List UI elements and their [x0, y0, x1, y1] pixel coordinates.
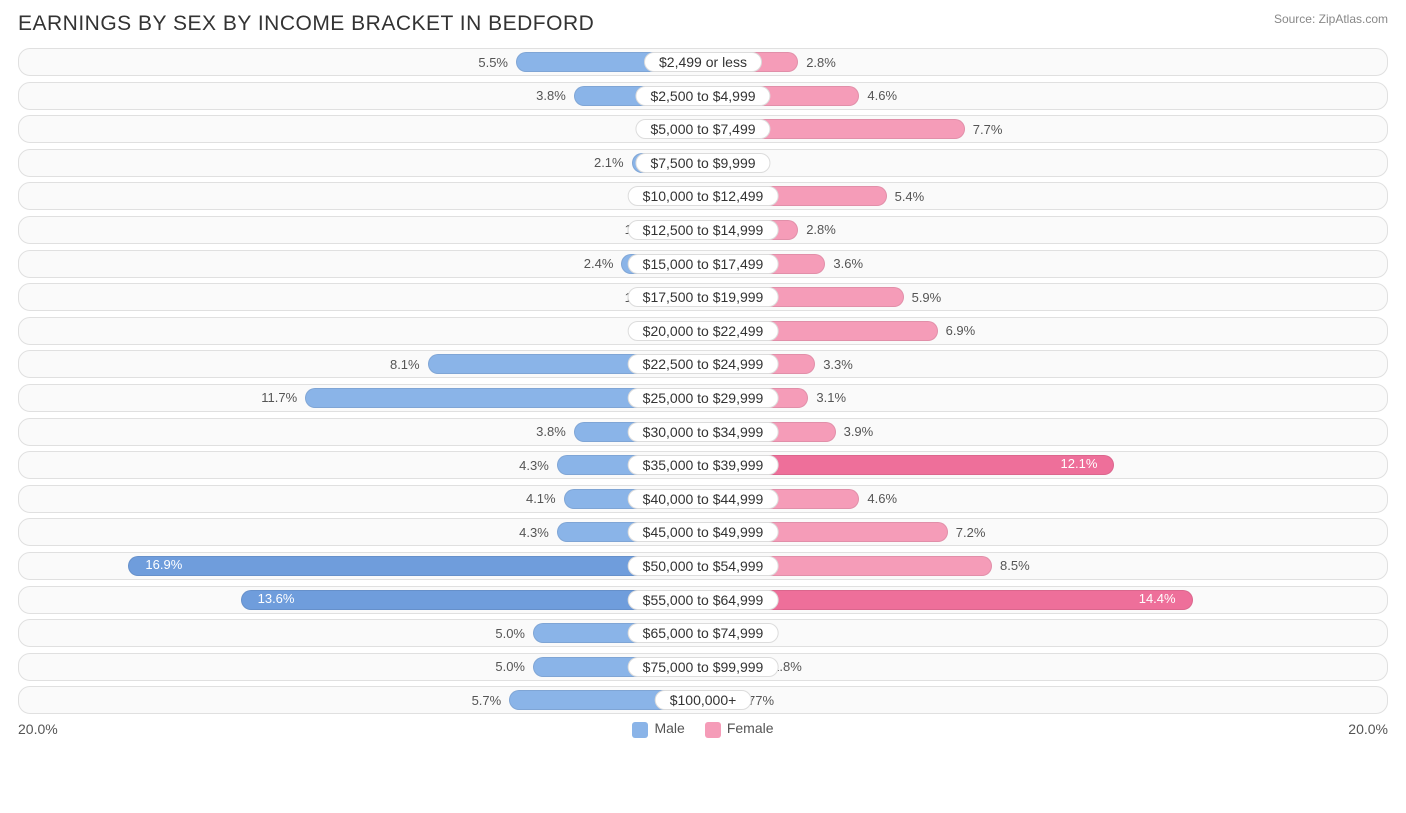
bracket-label: $2,500 to $4,999 [635, 86, 770, 106]
chart-row: 2.4% 3.6% $15,000 to $17,499 [18, 250, 1388, 278]
male-pct: 4.3% [511, 525, 557, 540]
bracket-label: $30,000 to $34,999 [628, 422, 779, 442]
female-pct: 3.1% [808, 390, 854, 405]
female-pct: 2.8% [798, 222, 844, 237]
male-pct: 5.0% [487, 659, 533, 674]
male-pct: 3.8% [528, 424, 574, 439]
bracket-label: $5,000 to $7,499 [635, 119, 770, 139]
male-pct: 2.4% [576, 256, 622, 271]
chart-row: 13.6% 14.4% $55,000 to $64,999 [18, 586, 1388, 614]
chart-row: 3.8% 3.9% $30,000 to $34,999 [18, 418, 1388, 446]
axis-left-max: 20.0% [18, 721, 58, 737]
female-pct: 14.4% [1131, 591, 1184, 606]
bracket-label: $20,000 to $22,499 [628, 321, 779, 341]
female-pct: 6.9% [938, 323, 984, 338]
female-pct: 8.5% [992, 558, 1038, 573]
bracket-label: $17,500 to $19,999 [628, 287, 779, 307]
bracket-label: $100,000+ [655, 690, 752, 710]
bracket-label: $12,500 to $14,999 [628, 220, 779, 240]
female-pct: 3.6% [825, 256, 871, 271]
chart-row: 0.48%5.4%$10,000 to $12,499 [18, 182, 1388, 210]
chart-row: 11.7% 3.1% $25,000 to $29,999 [18, 384, 1388, 412]
chart-row: 4.3% 7.2% $45,000 to $49,999 [18, 518, 1388, 546]
chart-row: 4.1% 4.6% $40,000 to $44,999 [18, 485, 1388, 513]
male-pct: 16.9% [137, 557, 190, 572]
bracket-label: $22,500 to $24,999 [628, 354, 779, 374]
diverging-bar-chart: 5.5% 2.8% $2,499 or less 3.8% 4.6% $2,500 to … [18, 48, 1388, 714]
legend-female: Female [705, 720, 774, 737]
legend-male: Male [632, 720, 684, 737]
female-pct: 12.1% [1053, 456, 1106, 471]
chart-source: Source: ZipAtlas.com [1274, 12, 1388, 26]
female-pct: 5.9% [904, 290, 950, 305]
bracket-label: $10,000 to $12,499 [628, 186, 779, 206]
male-pct: 3.8% [528, 88, 574, 103]
bracket-label: $55,000 to $64,999 [628, 590, 779, 610]
bracket-label: $35,000 to $39,999 [628, 455, 779, 475]
female-pct: 7.7% [965, 122, 1011, 137]
chart-row: 16.9% 8.5% $50,000 to $54,999 [18, 552, 1388, 580]
chart-row: 2.1%0.26%$7,500 to $9,999 [18, 149, 1388, 177]
female-swatch-icon [705, 722, 721, 738]
bracket-label: $25,000 to $29,999 [628, 388, 779, 408]
bracket-label: $75,000 to $99,999 [628, 657, 779, 677]
female-pct: 3.3% [815, 357, 861, 372]
male-pct: 4.3% [511, 458, 557, 473]
legend-female-label: Female [727, 720, 774, 736]
male-pct: 5.0% [487, 626, 533, 641]
legend-male-label: Male [654, 720, 684, 736]
bracket-label: $50,000 to $54,999 [628, 556, 779, 576]
male-pct: 8.1% [382, 357, 428, 372]
male-swatch-icon [632, 722, 648, 738]
bracket-label: $45,000 to $49,999 [628, 522, 779, 542]
chart-row: 0.48%6.9%$20,000 to $22,499 [18, 317, 1388, 345]
female-pct: 5.4% [887, 189, 933, 204]
bracket-label: $65,000 to $74,999 [628, 623, 779, 643]
axis-right-max: 20.0% [1348, 721, 1388, 737]
chart-row: 3.8% 4.6% $2,500 to $4,999 [18, 82, 1388, 110]
male-pct: 2.1% [586, 155, 632, 170]
male-pct: 5.5% [470, 55, 516, 70]
male-pct: 11.7% [253, 390, 305, 405]
chart-row: 5.0%1.8%$75,000 to $99,999 [18, 653, 1388, 681]
chart-row: 0.48%7.7%$5,000 to $7,499 [18, 115, 1388, 143]
female-pct: 4.6% [859, 88, 905, 103]
bracket-label: $15,000 to $17,499 [628, 254, 779, 274]
chart-row: 8.1% 3.3% $22,500 to $24,999 [18, 350, 1388, 378]
female-pct: 3.9% [836, 424, 882, 439]
chart-row: 5.7%0.77%$100,000+ [18, 686, 1388, 714]
bracket-label: $2,499 or less [644, 52, 762, 72]
legend: Male Female [632, 720, 773, 737]
chart-row: 4.3% 12.1% $35,000 to $39,999 [18, 451, 1388, 479]
female-pct: 7.2% [948, 525, 994, 540]
bracket-label: $7,500 to $9,999 [635, 153, 770, 173]
male-pct: 4.1% [518, 491, 564, 506]
male-pct: 13.6% [250, 591, 303, 606]
chart-row: 1.2%2.8%$12,500 to $14,999 [18, 216, 1388, 244]
bracket-label: $40,000 to $44,999 [628, 489, 779, 509]
chart-row: 1.2%5.9%$17,500 to $19,999 [18, 283, 1388, 311]
male-bar: 16.9% [128, 556, 703, 576]
chart-row: 5.0%0.51%$65,000 to $74,999 [18, 619, 1388, 647]
female-pct: 4.6% [859, 491, 905, 506]
chart-title: EARNINGS BY SEX BY INCOME BRACKET IN BED… [18, 12, 594, 36]
female-pct: 2.8% [798, 55, 844, 70]
chart-row: 5.5% 2.8% $2,499 or less [18, 48, 1388, 76]
male-pct: 5.7% [464, 693, 510, 708]
